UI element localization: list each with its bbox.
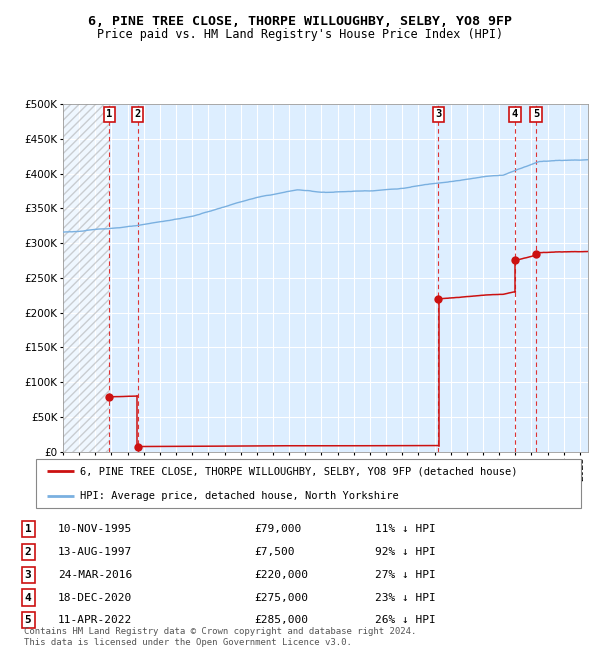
Text: 13-AUG-1997: 13-AUG-1997 xyxy=(58,547,133,557)
Text: £7,500: £7,500 xyxy=(254,547,295,557)
Text: 11% ↓ HPI: 11% ↓ HPI xyxy=(375,525,436,534)
Text: 3: 3 xyxy=(25,570,32,580)
Text: 4: 4 xyxy=(512,109,518,119)
Text: 3: 3 xyxy=(435,109,442,119)
Text: 23% ↓ HPI: 23% ↓ HPI xyxy=(375,593,436,603)
Text: 27% ↓ HPI: 27% ↓ HPI xyxy=(375,570,436,580)
Text: 11-APR-2022: 11-APR-2022 xyxy=(58,616,133,625)
Bar xyxy=(63,104,109,452)
Text: 2: 2 xyxy=(134,109,141,119)
Text: 2: 2 xyxy=(25,547,32,557)
Text: 26% ↓ HPI: 26% ↓ HPI xyxy=(375,616,436,625)
Text: 4: 4 xyxy=(25,593,32,603)
Text: HPI: Average price, detached house, North Yorkshire: HPI: Average price, detached house, Nort… xyxy=(80,491,398,501)
Text: 1: 1 xyxy=(25,525,32,534)
Text: 10-NOV-1995: 10-NOV-1995 xyxy=(58,525,133,534)
Text: Contains HM Land Registry data © Crown copyright and database right 2024.
This d: Contains HM Land Registry data © Crown c… xyxy=(24,627,416,647)
Text: £79,000: £79,000 xyxy=(254,525,301,534)
Text: 6, PINE TREE CLOSE, THORPE WILLOUGHBY, SELBY, YO8 9FP (detached house): 6, PINE TREE CLOSE, THORPE WILLOUGHBY, S… xyxy=(80,466,517,476)
Text: 6, PINE TREE CLOSE, THORPE WILLOUGHBY, SELBY, YO8 9FP: 6, PINE TREE CLOSE, THORPE WILLOUGHBY, S… xyxy=(88,15,512,28)
Text: £285,000: £285,000 xyxy=(254,616,308,625)
Text: 18-DEC-2020: 18-DEC-2020 xyxy=(58,593,133,603)
Text: 5: 5 xyxy=(25,616,32,625)
Text: 1: 1 xyxy=(106,109,112,119)
Text: 24-MAR-2016: 24-MAR-2016 xyxy=(58,570,133,580)
Text: Price paid vs. HM Land Registry's House Price Index (HPI): Price paid vs. HM Land Registry's House … xyxy=(97,28,503,41)
Text: 92% ↓ HPI: 92% ↓ HPI xyxy=(375,547,436,557)
Text: £220,000: £220,000 xyxy=(254,570,308,580)
Text: 5: 5 xyxy=(533,109,539,119)
Text: £275,000: £275,000 xyxy=(254,593,308,603)
